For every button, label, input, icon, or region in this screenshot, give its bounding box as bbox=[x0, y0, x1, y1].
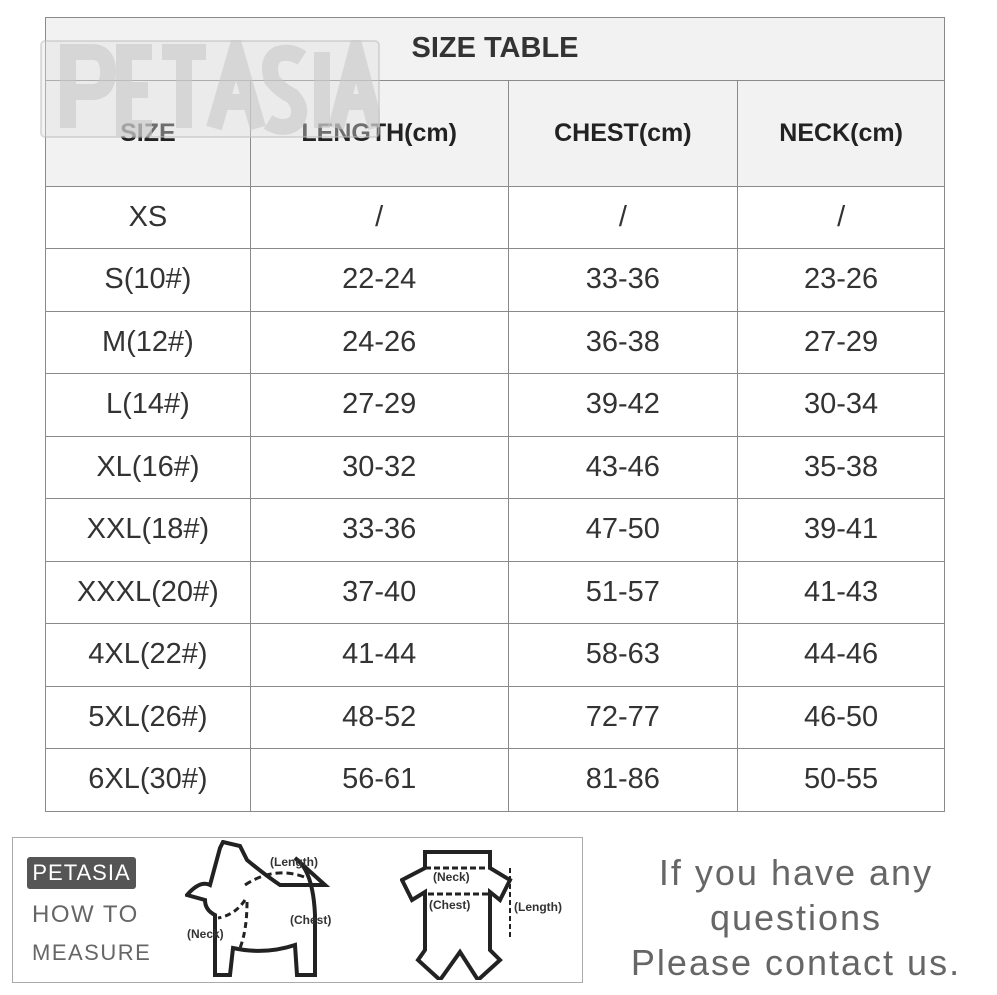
table-cell: 41-44 bbox=[249, 623, 509, 687]
dog-length-label: (Length) bbox=[270, 855, 318, 869]
table-cell: 51-57 bbox=[507, 560, 739, 624]
table-cell: XXL(18#) bbox=[45, 498, 251, 562]
table-cell: 44-46 bbox=[737, 623, 945, 687]
table-cell: 22-24 bbox=[249, 248, 509, 312]
table-cell: 50-55 bbox=[737, 748, 945, 812]
table-cell: 30-32 bbox=[249, 435, 509, 499]
garment-illustration: (Neck) (Chest) (Length) bbox=[400, 850, 562, 980]
table-row: 5XL(26#) 48-52 72-77 46-50 bbox=[45, 685, 945, 749]
table-cell: 27-29 bbox=[737, 310, 945, 374]
column-header: SIZE bbox=[45, 79, 251, 187]
table-row: XXL(18#) 33-36 47-50 39-41 bbox=[45, 498, 945, 562]
table-row: 6XL(30#) 56-61 81-86 50-55 bbox=[45, 748, 945, 812]
table-cell: 5XL(26#) bbox=[45, 685, 251, 749]
table-cell: 36-38 bbox=[507, 310, 739, 374]
table-cell: 6XL(30#) bbox=[45, 748, 251, 812]
table-cell: S(10#) bbox=[45, 248, 251, 312]
garment-neck-label: (Neck) bbox=[433, 870, 470, 884]
table-cell: 72-77 bbox=[507, 685, 739, 749]
column-header: LENGTH(cm) bbox=[249, 79, 509, 187]
table-cell: 43-46 bbox=[507, 435, 739, 499]
table-cell: / bbox=[737, 185, 945, 249]
table-cell: 30-34 bbox=[737, 373, 945, 437]
table-cell: / bbox=[249, 185, 509, 249]
table-cell: 56-61 bbox=[249, 748, 509, 812]
dog-illustration: (Length) (Neck) (Chest) bbox=[185, 840, 331, 977]
table-cell: 33-36 bbox=[249, 498, 509, 562]
table-cell: / bbox=[507, 185, 739, 249]
brand-badge: PETASIA bbox=[27, 857, 136, 889]
table-cell: 81-86 bbox=[507, 748, 739, 812]
table-row: XXXL(20#) 37-40 51-57 41-43 bbox=[45, 560, 945, 624]
table-cell: 46-50 bbox=[737, 685, 945, 749]
contact-line-3: Please contact us. bbox=[630, 942, 962, 983]
table-row: S(10#) 22-24 33-36 23-26 bbox=[45, 248, 945, 312]
how-to-label: HOW TO bbox=[32, 901, 139, 928]
table-cell: 24-26 bbox=[249, 310, 509, 374]
table-row: 4XL(22#) 41-44 58-63 44-46 bbox=[45, 623, 945, 687]
table-row: XL(16#) 30-32 43-46 35-38 bbox=[45, 435, 945, 499]
table-row: L(14#) 27-29 39-42 30-34 bbox=[45, 373, 945, 437]
how-to-measure-panel bbox=[12, 837, 583, 983]
contact-line-2: questions bbox=[709, 897, 883, 938]
garment-chest-label: (Chest) bbox=[429, 898, 470, 912]
table-cell: 33-36 bbox=[507, 248, 739, 312]
dog-chest-label: (Chest) bbox=[290, 913, 331, 927]
dog-neck-label: (Neck) bbox=[187, 927, 224, 941]
table-cell: 39-41 bbox=[737, 498, 945, 562]
column-header: NECK(cm) bbox=[737, 79, 945, 187]
contact-message: If you have any questions Please contact… bbox=[597, 850, 995, 985]
column-header: CHEST(cm) bbox=[507, 79, 739, 187]
table-cell: XL(16#) bbox=[45, 435, 251, 499]
table-cell: 47-50 bbox=[507, 498, 739, 562]
table-cell: XS bbox=[45, 185, 251, 249]
table-cell: XXXL(20#) bbox=[45, 560, 251, 624]
garment-length-label: (Length) bbox=[514, 900, 562, 914]
measure-label: MEASURE bbox=[32, 940, 152, 965]
table-cell: 41-43 bbox=[737, 560, 945, 624]
table-title: SIZE TABLE bbox=[45, 17, 945, 81]
size-table: SIZE TABLE SIZE LENGTH(cm) CHEST(cm) NECK(c… bbox=[45, 17, 945, 812]
table-cell: L(14#) bbox=[45, 373, 251, 437]
table-cell: M(12#) bbox=[45, 310, 251, 374]
table-cell: 23-26 bbox=[737, 248, 945, 312]
table-cell: 39-42 bbox=[507, 373, 739, 437]
table-cell: 27-29 bbox=[249, 373, 509, 437]
contact-line-1: If you have any bbox=[658, 852, 934, 893]
table-cell: 37-40 bbox=[249, 560, 509, 624]
table-row: XS / / / bbox=[45, 185, 945, 249]
table-cell: 4XL(22#) bbox=[45, 623, 251, 687]
table-cell: 58-63 bbox=[507, 623, 739, 687]
table-cell: 35-38 bbox=[737, 435, 945, 499]
table-cell: 48-52 bbox=[249, 685, 509, 749]
table-row: M(12#) 24-26 36-38 27-29 bbox=[45, 310, 945, 374]
